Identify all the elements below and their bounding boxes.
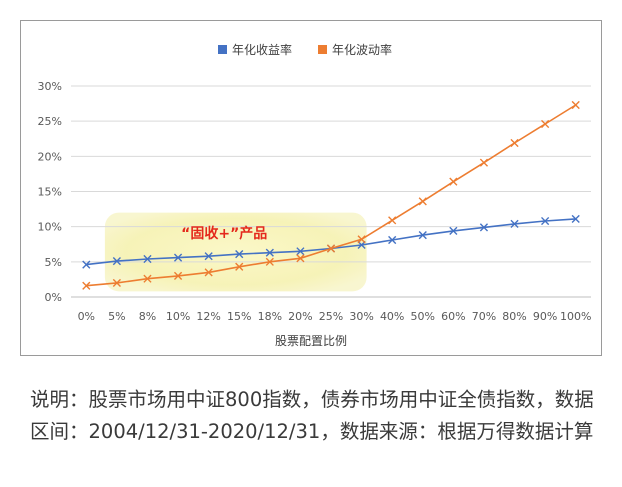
x-tick-label: 8% — [139, 310, 156, 323]
x-tick-label: 12% — [196, 310, 220, 323]
legend-label: 年化波动率 — [332, 42, 392, 57]
data-point — [479, 158, 489, 167]
data-point — [82, 281, 91, 290]
y-tick-label: 25% — [38, 115, 62, 128]
x-tick-label: 30% — [349, 310, 373, 323]
data-point — [265, 248, 274, 257]
y-tick-label: 30% — [38, 80, 62, 93]
data-point — [357, 235, 366, 244]
y-tick-label: 0% — [45, 291, 62, 304]
data-point — [388, 235, 397, 245]
data-point — [388, 216, 397, 225]
x-tick-label: 15% — [227, 310, 251, 323]
data-point — [82, 260, 91, 269]
data-point — [204, 252, 213, 261]
x-tick-label: 5% — [108, 310, 125, 323]
data-point — [449, 177, 458, 186]
y-tick-label: 5% — [45, 256, 62, 269]
data-point — [541, 216, 550, 226]
data-point — [173, 253, 183, 262]
data-point — [510, 219, 519, 228]
gridlines — [71, 85, 591, 298]
series-layer — [82, 100, 580, 290]
x-axis-ticks: 0% 5% 8% 10% 12% 15% 18% 20% 25% 30% 40% 50% 60% 70% 8… — [78, 310, 592, 323]
data-point — [143, 274, 152, 283]
data-point — [265, 257, 274, 266]
x-tick-label: 50% — [411, 310, 435, 323]
data-point — [418, 231, 427, 240]
data-point — [418, 197, 427, 206]
x-tick-label: 90% — [533, 310, 557, 323]
x-tick-label: 10% — [166, 310, 190, 323]
data-point — [510, 138, 519, 148]
legend-swatch — [318, 45, 327, 54]
x-tick-label: 100% — [560, 310, 591, 323]
highlight-zone — [104, 212, 367, 292]
data-point — [296, 254, 305, 263]
y-tick-label: 15% — [38, 186, 62, 199]
legend: 年化收益率 年化波动率 — [218, 42, 392, 57]
data-point — [326, 244, 336, 253]
legend-swatch — [218, 45, 227, 54]
data-point — [541, 119, 550, 129]
y-tick-label: 20% — [38, 150, 62, 163]
x-tick-label: 20% — [288, 310, 312, 323]
x-tick-label: 70% — [472, 310, 496, 323]
x-tick-label: 40% — [380, 310, 404, 323]
data-point — [112, 278, 121, 288]
caption-note: 说明：股票市场用中证800指数，债券市场用中证全债指数，数据区间：2004/12… — [30, 388, 594, 443]
y-tick-label: 10% — [38, 221, 62, 234]
data-point — [112, 257, 121, 266]
legend-label: 年化收益率 — [232, 42, 292, 57]
data-point — [204, 268, 213, 277]
x-tick-label: 25% — [319, 310, 343, 323]
x-tick-label: 80% — [502, 310, 526, 323]
data-point — [449, 226, 458, 235]
data-point — [143, 254, 152, 264]
chart-frame — [20, 20, 602, 356]
data-point — [173, 271, 183, 280]
x-tick-label: 0% — [78, 310, 95, 323]
data-point — [571, 100, 580, 110]
highlight-label: “固收+”产品 — [181, 225, 267, 242]
data-point — [235, 250, 244, 259]
data-point — [571, 214, 580, 224]
x-axis-title: 股票配置比例 — [275, 334, 347, 348]
x-tick-label: 60% — [441, 310, 465, 323]
data-point — [235, 262, 244, 271]
x-tick-label: 18% — [258, 310, 282, 323]
y-axis-ticks: 0% 5% 10% 15% 20% 25% 30% — [38, 80, 62, 304]
data-point — [296, 247, 305, 256]
data-point — [479, 223, 489, 232]
